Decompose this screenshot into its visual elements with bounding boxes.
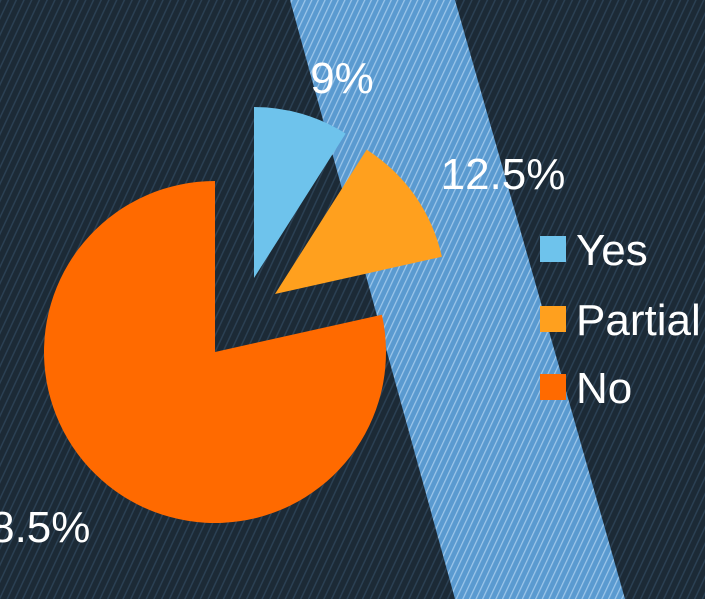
legend-swatch-partial	[540, 306, 566, 332]
pie-slice-no	[43, 181, 386, 523]
data-label-no: 78.5%	[0, 503, 90, 552]
data-label-partial: 12.5%	[441, 150, 566, 199]
diagonal-band	[290, 0, 625, 599]
legend-label-yes: Yes	[576, 226, 648, 275]
legend: Yes Partial No	[540, 226, 701, 413]
legend-swatch-no	[540, 374, 566, 400]
pie-slices	[43, 107, 442, 523]
pie-slice-yes	[254, 107, 346, 278]
legend-label-no: No	[576, 364, 632, 413]
legend-label-partial: Partial	[576, 296, 701, 345]
pie-slice-partial	[275, 149, 442, 294]
data-label-yes: 9%	[310, 54, 374, 103]
legend-swatch-yes	[540, 236, 566, 262]
